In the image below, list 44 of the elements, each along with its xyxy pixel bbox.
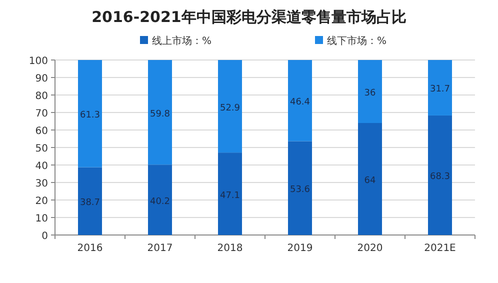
- data-label: 53.6: [290, 185, 310, 196]
- data-label: 46.4: [290, 98, 310, 108]
- data-label: 38.7: [80, 198, 100, 208]
- x-tick-label: 2020: [357, 243, 383, 254]
- legend-label: 线下市场：%: [327, 35, 387, 47]
- bar: [218, 60, 242, 153]
- bar: [288, 60, 312, 142]
- data-label: 61.3: [80, 110, 100, 121]
- x-tick-label: 2019: [287, 243, 313, 254]
- bar: [358, 123, 382, 235]
- y-tick-label: 20: [35, 196, 48, 207]
- x-tick-label: 2016: [77, 243, 103, 254]
- data-label: 36: [364, 88, 376, 98]
- x-tick-label: 2017: [147, 243, 173, 254]
- data-label: 68.3: [430, 172, 450, 182]
- bar: [428, 115, 452, 235]
- chart-title: 2016-2021年中国彩电分渠道零售量市场占比: [92, 8, 406, 26]
- bar: [78, 60, 102, 168]
- x-tick-label: 2018: [217, 243, 243, 254]
- y-tick-label: 10: [35, 214, 48, 224]
- bar: [428, 60, 452, 116]
- y-tick-label: 50: [35, 144, 48, 154]
- data-label: 47.1: [220, 190, 240, 201]
- bar: [288, 141, 312, 235]
- bar: [218, 152, 242, 235]
- y-tick-label: 30: [35, 178, 48, 190]
- y-tick-label: 80: [35, 91, 48, 102]
- y-tick-label: 60: [35, 126, 48, 137]
- data-label: 59.8: [150, 109, 170, 120]
- x-tick-label: 2021E: [424, 243, 456, 254]
- bar: [78, 167, 102, 235]
- data-label: 40.2: [150, 196, 170, 207]
- y-tick-label: 70: [35, 108, 48, 120]
- data-label: 31.7: [430, 84, 450, 95]
- bar: [148, 60, 172, 165]
- data-label: 64: [364, 176, 376, 186]
- data-label: 52.9: [220, 103, 240, 114]
- bar: [358, 60, 382, 123]
- bar: [148, 164, 172, 235]
- y-tick-label: 0: [42, 231, 48, 242]
- legend-label: 线上市场：%: [152, 35, 212, 47]
- y-tick-label: 90: [35, 74, 48, 84]
- y-tick-label: 100: [28, 56, 48, 67]
- y-tick-label: 40: [35, 161, 48, 172]
